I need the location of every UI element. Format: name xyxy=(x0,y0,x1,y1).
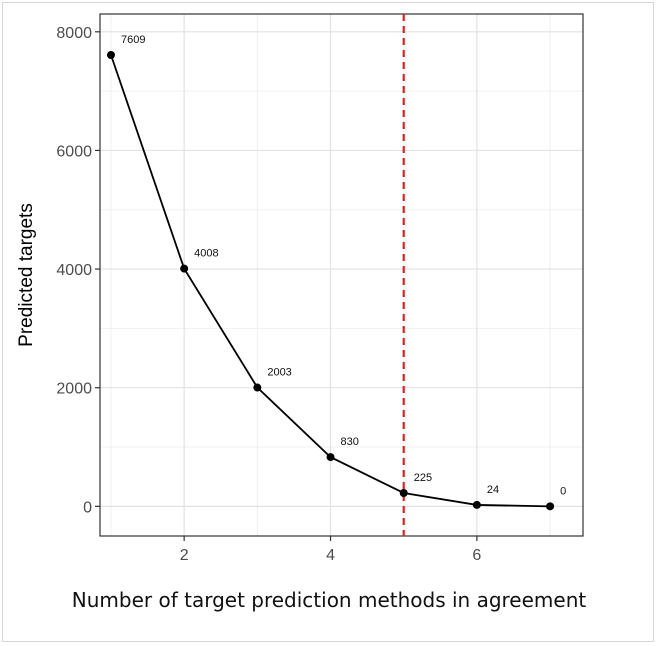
major-gridlines xyxy=(100,14,583,536)
data-point xyxy=(253,383,262,392)
y-axis-ticks: 0 2000 4000 6000 8000 xyxy=(56,25,100,516)
data-point xyxy=(106,50,115,59)
data-label: 2003 xyxy=(267,367,291,379)
data-label: 24 xyxy=(487,484,499,496)
x-tick-label: 4 xyxy=(326,547,335,564)
data-point xyxy=(399,488,408,497)
data-label: 0 xyxy=(560,485,566,497)
x-axis-label: Number of target prediction methods in a… xyxy=(71,588,587,612)
data-label: 7609 xyxy=(121,34,145,46)
minor-gridlines xyxy=(100,14,583,536)
series-group xyxy=(106,50,555,511)
y-axis-label: Predicted targets xyxy=(16,203,37,347)
x-tick-label: 2 xyxy=(180,547,189,564)
x-axis-ticks: 2 4 6 xyxy=(180,536,481,564)
y-tick-label: 8000 xyxy=(56,25,92,42)
x-tick-label: 6 xyxy=(472,547,481,564)
data-point xyxy=(472,500,481,509)
data-point xyxy=(180,264,189,273)
y-tick-label: 2000 xyxy=(56,381,92,398)
data-point xyxy=(326,453,335,462)
data-label: 4008 xyxy=(194,248,218,260)
plot-panel xyxy=(99,13,584,537)
y-tick-label: 6000 xyxy=(56,143,92,160)
y-tick-label: 0 xyxy=(83,499,92,516)
data-label: 830 xyxy=(341,436,359,448)
data-labels-group: 7609 4008 2003 830 225 24 0 xyxy=(121,34,566,497)
data-point xyxy=(546,502,555,511)
data-label: 225 xyxy=(414,472,432,484)
y-tick-label: 4000 xyxy=(56,262,92,279)
